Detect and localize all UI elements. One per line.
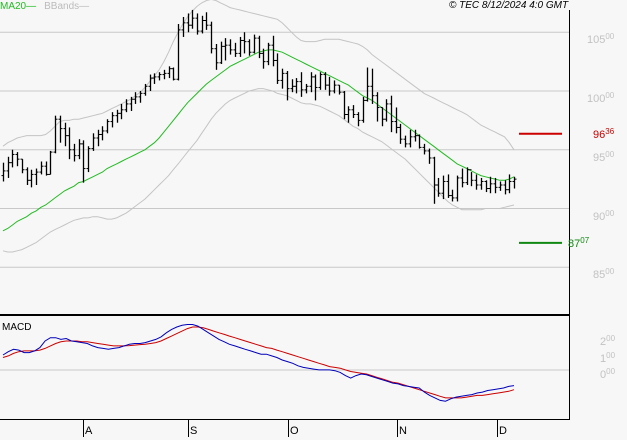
y-axis-label: 200 <box>600 334 616 348</box>
macd-line <box>2 324 515 402</box>
y-axis-label: 9500 <box>593 149 615 164</box>
y-axis-label: 8500 <box>593 267 615 282</box>
y-axis-label: 9000 <box>593 208 615 223</box>
macd-signal-line <box>2 326 515 399</box>
macd-panel-title: MACD <box>2 322 32 333</box>
y-axis-label: 10000 <box>587 91 615 105</box>
x-axis-label: S <box>190 425 198 437</box>
legend-ma20: MA20— <box>0 1 37 12</box>
x-axis-label: D <box>499 425 507 437</box>
legend: MA20— BBands— <box>0 1 89 12</box>
bband-upper-line <box>2 0 515 151</box>
y-axis-label: 000 <box>600 367 616 381</box>
y-axis-label: 9636 <box>593 126 615 141</box>
x-axis-label: N <box>399 425 407 437</box>
y-axis-label: 100 <box>600 350 616 365</box>
x-axis-label: O <box>290 425 299 437</box>
bband-lower-line <box>2 88 515 253</box>
copyright-timestamp: © TEC 8/12/2024 4:0 GMT <box>449 0 569 11</box>
y-axis-label: 8707 <box>568 235 590 250</box>
legend-bbands: BBands— <box>44 1 90 12</box>
x-axis-label: A <box>85 425 93 437</box>
ma20-line <box>2 49 515 232</box>
y-axis-label: 10500 <box>587 32 615 47</box>
